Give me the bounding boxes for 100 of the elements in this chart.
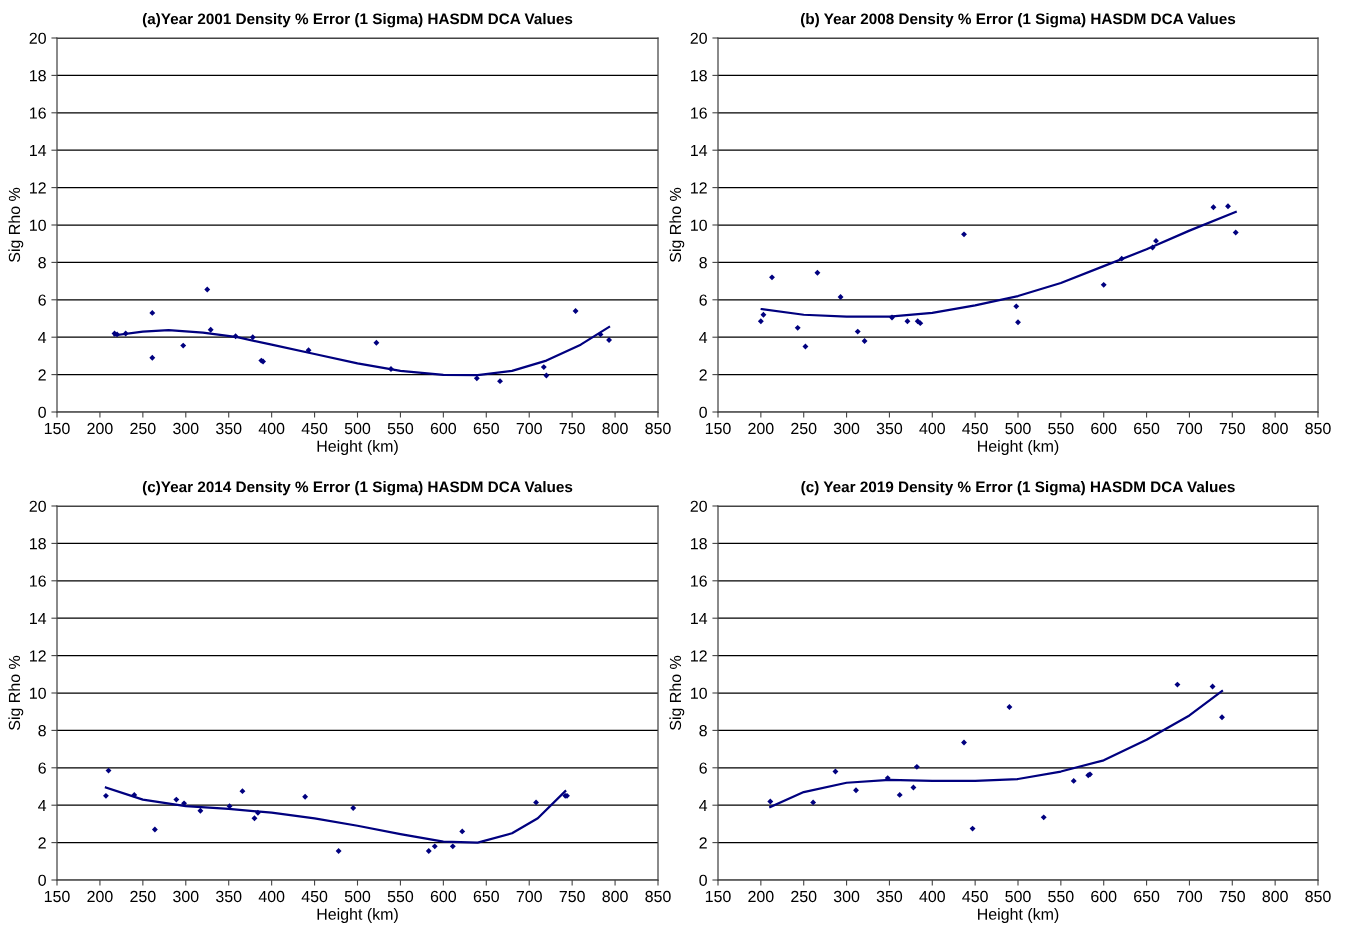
y-tick-label: 20 [29, 32, 46, 44]
y-tick-label: 16 [30, 575, 46, 587]
x-tick-label: 250 [791, 422, 817, 435]
y-tick-label: 4 [38, 800, 47, 811]
x-tick-label: 750 [1219, 890, 1245, 903]
x-tick-label: 200 [87, 422, 113, 435]
x-tick-label: 350 [216, 890, 242, 903]
y-tick-label: 6 [38, 762, 46, 774]
y-tick-label: 12 [30, 182, 46, 194]
x-tick-label: 250 [130, 422, 156, 435]
x-tick-label: 500 [1005, 890, 1031, 903]
x-axis-title: Height (km) [317, 908, 398, 923]
y-tick-label: 12 [691, 650, 707, 662]
y-tick-label: 14 [30, 613, 47, 624]
y-tick-label: 20 [29, 500, 46, 512]
y-tick-label: 16 [691, 107, 707, 119]
x-tick-label: 400 [919, 422, 945, 435]
x-tick-label: 400 [258, 890, 285, 903]
x-tick-label: 250 [791, 890, 817, 903]
x-tick-label: 200 [748, 890, 774, 903]
x-tick-label: 650 [473, 890, 499, 903]
y-tick-label: 8 [38, 257, 46, 269]
x-tick-label: 200 [748, 422, 774, 435]
y-tick-label: 18 [30, 70, 46, 82]
y-tick-label: 14 [691, 613, 708, 624]
y-tick-label: 8 [699, 725, 707, 737]
x-axis-title: Height (km) [978, 440, 1059, 455]
y-axis-title: Sig Rho % [8, 655, 24, 730]
y-tick-label: 8 [38, 725, 46, 737]
x-tick-label: 450 [962, 422, 988, 435]
y-tick-label: 4 [699, 332, 708, 343]
x-tick-label: 350 [876, 890, 903, 903]
x-tick-label: 250 [130, 890, 156, 903]
x-tick-label: 500 [344, 422, 371, 435]
x-tick-label: 350 [216, 422, 242, 435]
y-tick-label: 0 [699, 874, 707, 886]
chart-title: (c)Year 2014 Density % Error (1 Sigma) HASDM DCA Values [142, 481, 573, 496]
x-tick-label: 800 [1262, 422, 1288, 435]
x-tick-label: 200 [87, 890, 113, 903]
x-tick-label: 150 [44, 890, 70, 903]
x-tick-label: 300 [833, 890, 860, 903]
x-tick-label: 700 [516, 890, 542, 903]
x-axis-title: Height (km) [317, 440, 398, 455]
y-tick-label: 12 [691, 182, 707, 194]
y-tick-label: 10 [30, 219, 46, 231]
y-tick-label: 4 [38, 332, 47, 343]
y-axis-title: Sig Rho % [669, 187, 685, 262]
x-tick-label: 150 [705, 422, 731, 435]
y-tick-label: 10 [691, 687, 707, 699]
x-tick-label: 300 [173, 422, 199, 435]
x-tick-label: 150 [705, 890, 731, 903]
x-tick-label: 700 [1176, 422, 1203, 435]
x-tick-label: 850 [1305, 890, 1331, 903]
x-tick-label: 350 [876, 422, 903, 435]
x-tick-label: 850 [645, 890, 671, 903]
x-tick-label: 400 [258, 422, 285, 435]
y-tick-label: 18 [691, 538, 707, 550]
y-tick-label: 2 [699, 837, 707, 849]
chart-title: (c) Year 2019 Density % Error (1 Sigma) HASDM DCA Values [801, 481, 1235, 496]
x-tick-label: 550 [387, 890, 414, 903]
x-tick-label: 600 [430, 422, 457, 435]
y-tick-label: 2 [699, 369, 707, 381]
x-tick-label: 750 [559, 422, 585, 435]
x-tick-label: 500 [1005, 422, 1031, 435]
x-tick-label: 300 [173, 890, 199, 903]
y-tick-label: 14 [30, 145, 47, 156]
y-axis-title: Sig Rho % [8, 187, 24, 262]
y-tick-label: 10 [30, 687, 46, 699]
x-tick-label: 550 [387, 422, 414, 435]
y-tick-label: 16 [30, 107, 46, 119]
y-tick-label: 18 [30, 538, 46, 550]
chart-title: (a)Year 2001 Density % Error (1 Sigma) HASDM DCA Values [142, 13, 573, 28]
x-tick-label: 400 [919, 890, 945, 903]
x-tick-label: 650 [473, 422, 499, 435]
x-tick-label: 700 [1176, 890, 1203, 903]
y-tick-label: 16 [691, 575, 707, 587]
x-tick-label: 850 [1305, 422, 1331, 435]
x-tick-label: 450 [301, 422, 328, 435]
x-tick-label: 800 [602, 890, 628, 903]
x-tick-label: 800 [602, 422, 628, 435]
y-tick-label: 2 [38, 837, 46, 849]
x-tick-label: 650 [1134, 422, 1160, 435]
y-tick-label: 6 [38, 294, 46, 306]
x-tick-label: 550 [1048, 422, 1074, 435]
y-tick-label: 2 [38, 369, 46, 381]
x-tick-label: 150 [44, 422, 70, 435]
y-tick-label: 6 [699, 762, 707, 774]
y-tick-label: 12 [30, 650, 46, 662]
chart-title: (b) Year 2008 Density % Error (1 Sigma) HASDM DCA Values [800, 13, 1236, 28]
x-tick-label: 450 [962, 890, 988, 903]
x-tick-label: 700 [516, 422, 542, 435]
x-tick-label: 550 [1048, 890, 1074, 903]
x-tick-label: 300 [833, 422, 860, 435]
y-tick-label: 0 [38, 406, 46, 418]
x-tick-label: 750 [559, 890, 585, 903]
y-tick-label: 20 [690, 500, 707, 512]
y-tick-label: 18 [691, 70, 707, 82]
y-tick-label: 20 [690, 32, 707, 44]
y-tick-label: 0 [699, 406, 707, 418]
x-tick-label: 600 [430, 890, 457, 903]
